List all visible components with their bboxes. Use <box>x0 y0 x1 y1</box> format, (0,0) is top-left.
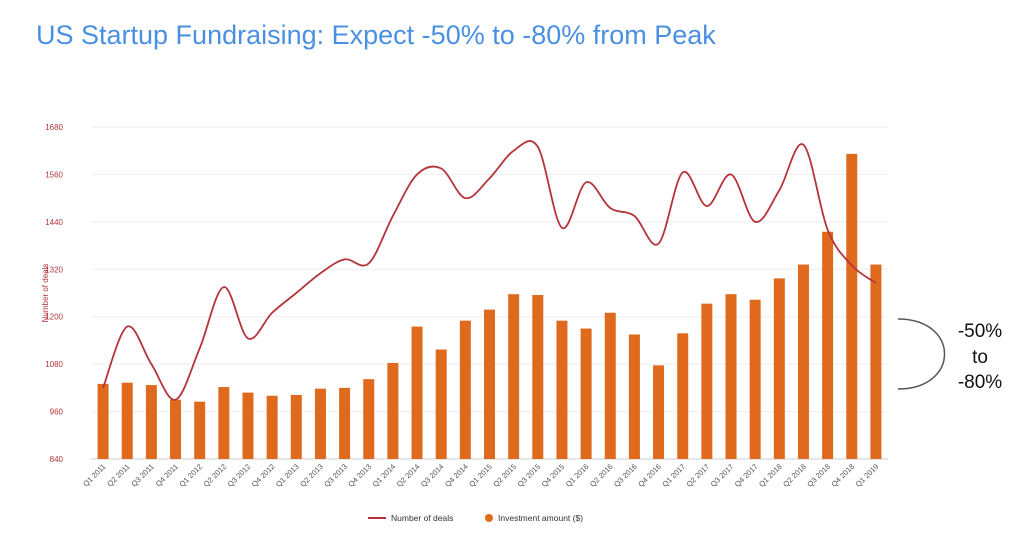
bar <box>387 362 399 459</box>
page-title: US Startup Fundraising: Expect -50% to -… <box>36 20 716 50</box>
bar <box>556 320 568 459</box>
x-tick-label: Q3 2013 <box>322 462 349 489</box>
x-tick-label: Q1 2014 <box>371 462 398 489</box>
bar <box>314 388 326 459</box>
x-tick-label: Q1 2016 <box>564 462 591 489</box>
x-tick-label: Q4 2014 <box>443 462 470 489</box>
bar <box>411 326 423 459</box>
legend-bar-swatch <box>485 514 493 522</box>
bar <box>459 320 471 459</box>
x-tick-label: Q3 2016 <box>612 462 639 489</box>
legend: Number of deals Investment amount ($) <box>368 513 583 523</box>
x-tick-label: Q4 2018 <box>829 462 856 489</box>
bar <box>218 387 230 459</box>
x-tick-label: Q4 2017 <box>733 462 760 489</box>
x-tick-label: Q3 2014 <box>419 462 446 489</box>
bar <box>145 385 157 459</box>
bar <box>484 309 495 459</box>
x-tick-label: Q2 2018 <box>781 462 808 489</box>
y-tick-label: 960 <box>50 408 64 417</box>
bar <box>363 379 375 459</box>
annotation-line-2: to <box>972 347 988 368</box>
y-tick-label: 1680 <box>45 123 63 132</box>
bar-series-investment <box>97 153 882 459</box>
x-tick-label: Q3 2012 <box>226 462 253 489</box>
bar <box>580 328 592 459</box>
legend-label-investment: Investment amount ($) <box>498 513 583 523</box>
x-tick-label: Q3 2017 <box>709 462 736 489</box>
y-tick-label: 840 <box>50 455 64 464</box>
bar <box>653 365 665 459</box>
bar <box>508 294 520 459</box>
x-tick-label: Q2 2011 <box>105 462 131 488</box>
x-tick-label: Q1 2017 <box>660 462 687 489</box>
y-tick-label: 1440 <box>45 218 63 227</box>
x-tick-label: Q2 2014 <box>395 462 422 489</box>
x-tick-label: Q4 2011 <box>154 462 180 488</box>
bar <box>532 294 544 459</box>
x-tick-label: Q2 2015 <box>491 462 518 489</box>
y-tick-label: 1320 <box>45 265 63 274</box>
x-tick-label: Q3 2011 <box>129 462 155 488</box>
bar <box>121 382 133 459</box>
bar <box>97 383 109 459</box>
bar <box>194 401 206 459</box>
bar <box>290 394 302 459</box>
bar <box>725 294 737 459</box>
y-tick-label: 1560 <box>45 170 63 179</box>
annotation-bracket <box>897 318 946 390</box>
bar <box>773 278 785 459</box>
bar <box>628 334 640 459</box>
x-tick-label: Q1 2012 <box>177 462 204 489</box>
bar <box>822 231 834 459</box>
bar <box>170 399 182 459</box>
line-series-deals <box>102 140 877 401</box>
bar <box>435 349 447 459</box>
x-tick-label: Q2 2016 <box>588 462 615 489</box>
y-axis: 840 960 1080 1200 1320 1440 1560 1680 <box>45 123 63 464</box>
bar <box>677 333 689 459</box>
bar <box>846 153 858 459</box>
x-tick-label: Q2 2013 <box>298 462 325 489</box>
bar <box>701 303 713 459</box>
bar <box>339 387 351 459</box>
x-tick-label: Q2 2012 <box>202 462 229 489</box>
annotation-line-1: -50% <box>957 321 1003 342</box>
y-axis-label: Number of deals <box>41 264 50 323</box>
x-tick-label: Q1 2015 <box>467 462 494 489</box>
x-tick-label: Q1 2013 <box>274 462 301 489</box>
deals-line <box>102 140 877 401</box>
x-tick-label: Q3 2018 <box>805 462 832 489</box>
y-tick-label: 1080 <box>45 360 63 369</box>
bar <box>797 264 809 459</box>
x-tick-label: Q3 2015 <box>516 462 543 489</box>
x-tick-label: Q4 2015 <box>540 462 567 489</box>
x-tick-label: Q1 2011 <box>81 462 107 488</box>
bar <box>604 312 616 459</box>
legend-label-deals: Number of deals <box>391 513 453 523</box>
x-tick-label: Q4 2013 <box>346 462 373 489</box>
x-tick-label: Q2 2017 <box>685 462 712 489</box>
bar <box>870 264 882 459</box>
bar <box>749 299 761 459</box>
x-tick-label: Q1 2019 <box>854 462 881 489</box>
x-tick-label: Q4 2012 <box>250 462 277 489</box>
x-tick-label: Q4 2016 <box>636 462 663 489</box>
bar <box>266 395 278 459</box>
y-tick-label: 1200 <box>45 313 63 322</box>
annotation-line-3: -80% <box>957 372 1003 393</box>
x-tick-label: Q1 2018 <box>757 462 784 489</box>
bar <box>242 392 254 459</box>
